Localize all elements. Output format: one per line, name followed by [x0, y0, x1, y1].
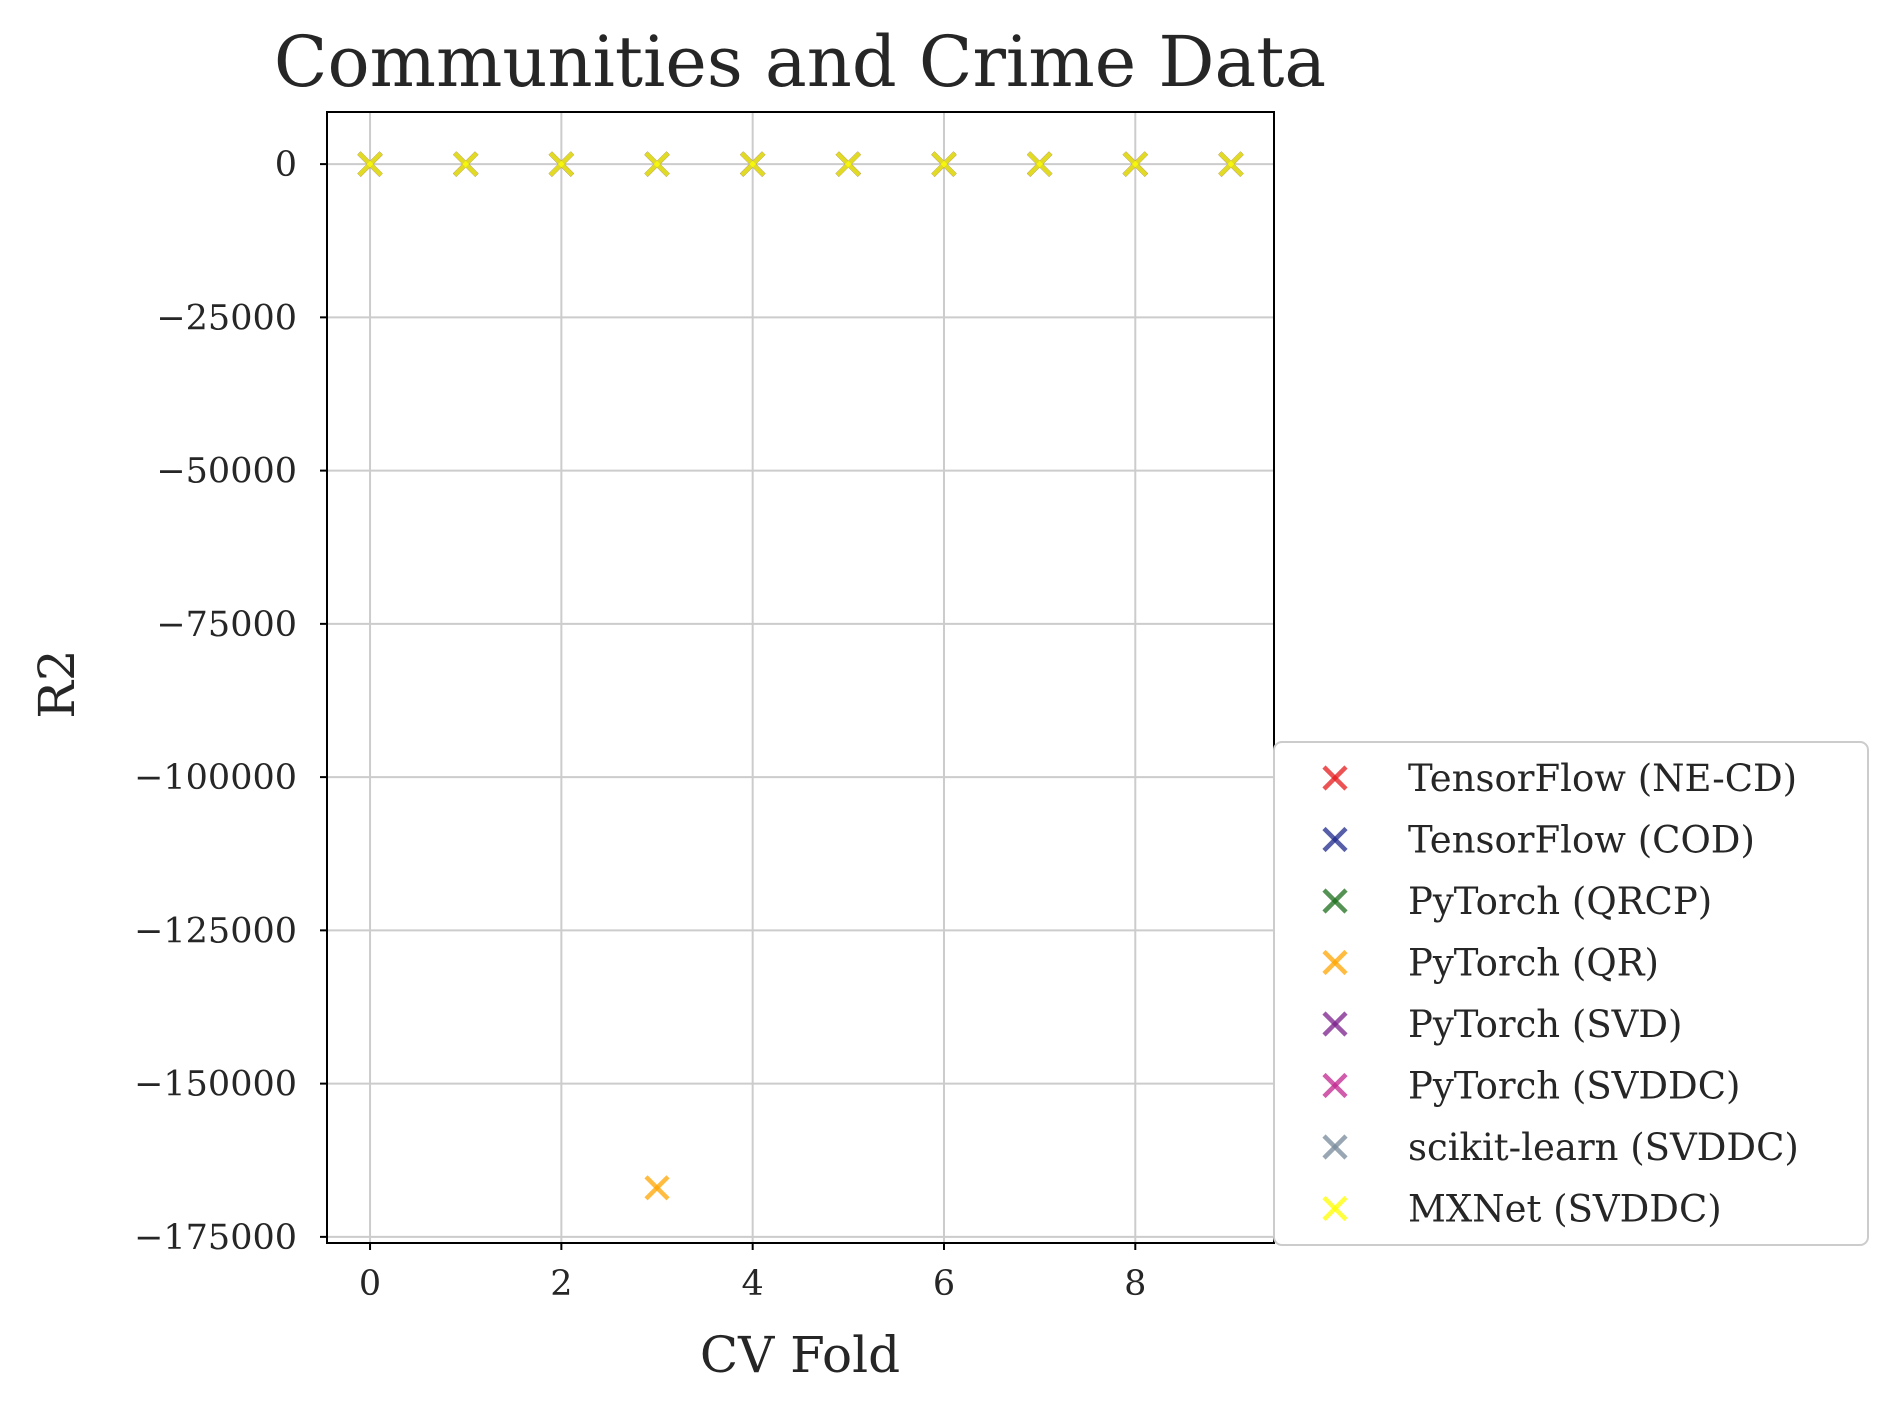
y-tick-label: −125000 — [134, 911, 297, 951]
legend-label: PyTorch (SVD) — [1408, 1003, 1682, 1046]
legend-marker — [1322, 826, 1348, 853]
x-tick-label: 2 — [550, 1264, 572, 1304]
chart-title: Communities and Crime Data — [274, 21, 1326, 103]
data-point — [357, 151, 383, 177]
legend-marker — [1322, 1011, 1348, 1037]
legend-label: PyTorch (QR) — [1408, 942, 1659, 985]
y-axis: 0 −25000 −50000 −75000 −100000 −125000 −150000… — [134, 145, 327, 1258]
grid-lines — [327, 112, 1274, 1243]
x-tick-label: 8 — [1124, 1264, 1146, 1304]
legend-marker — [1322, 765, 1348, 791]
data-point — [1218, 151, 1244, 177]
legend-label: TensorFlow (NE-CD) — [1408, 757, 1797, 800]
legend-marker — [1322, 1195, 1348, 1222]
y-tick-label: −75000 — [156, 605, 297, 645]
y-tick-label: −150000 — [134, 1065, 297, 1105]
legend-label: PyTorch (QRCP) — [1408, 880, 1712, 923]
legend-label: scikit-learn (SVDDC) — [1408, 1126, 1799, 1169]
data-marks — [357, 151, 1244, 1201]
x-axis: 0 2 4 6 8 — [359, 1243, 1146, 1304]
legend-frame — [1273, 741, 1869, 1246]
legend-label: TensorFlow (COD) — [1408, 819, 1755, 862]
legend-label: MXNet (SVDDC) — [1408, 1188, 1722, 1231]
data-point — [644, 1175, 670, 1201]
data-point — [740, 151, 766, 177]
x-tick-label: 4 — [742, 1264, 764, 1304]
x-tick-label: 6 — [933, 1264, 955, 1304]
y-tick-label: −25000 — [156, 298, 297, 338]
legend-marker — [1322, 949, 1348, 976]
legend: TensorFlow (NE-CD) TensorFlow (COD) PyTorc… — [1273, 741, 1869, 1246]
y-tick-label: −175000 — [134, 1218, 297, 1258]
legend-label: PyTorch (SVDDC) — [1408, 1065, 1740, 1108]
x-tick-label: 0 — [359, 1264, 381, 1304]
data-point — [835, 151, 861, 177]
legend-marker — [1322, 1072, 1348, 1099]
y-tick-label: 0 — [275, 145, 297, 185]
data-point — [1122, 151, 1148, 177]
data-point — [453, 151, 479, 177]
legend-marker — [1322, 1134, 1348, 1160]
plot-frame — [326, 111, 1275, 1244]
data-point — [1027, 151, 1053, 177]
data-point — [644, 151, 670, 177]
data-point — [931, 151, 957, 177]
y-tick-label: −50000 — [156, 452, 297, 492]
y-tick-label: −100000 — [134, 758, 297, 798]
x-axis-label: CV Fold — [700, 1326, 900, 1384]
data-point — [548, 151, 574, 177]
y-axis-label: R2 — [28, 649, 86, 718]
legend-marker — [1322, 888, 1348, 914]
